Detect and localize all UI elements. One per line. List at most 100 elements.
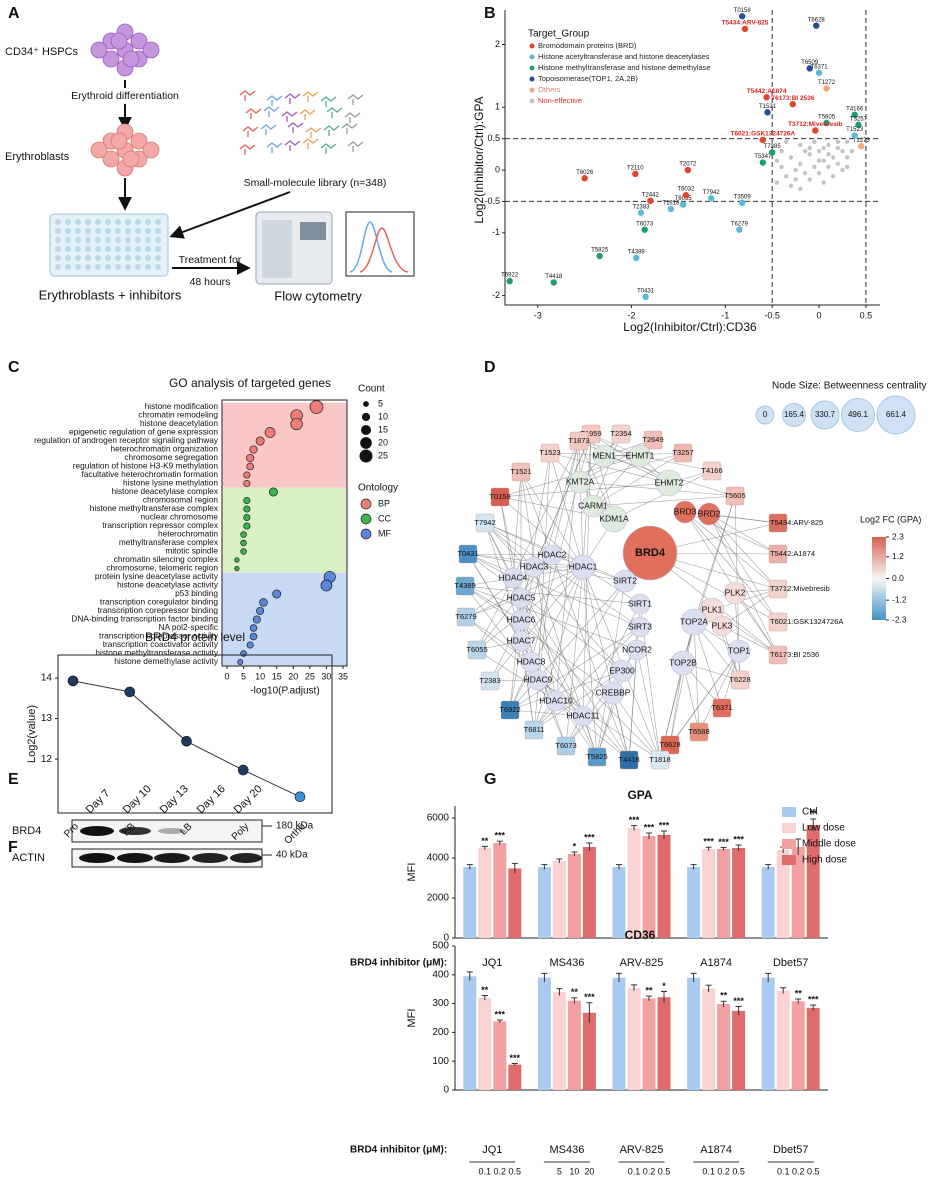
y-tick-label: 12: [41, 754, 53, 765]
node-label: T6073: [555, 741, 576, 750]
point: [647, 197, 654, 205]
cell: [130, 32, 148, 50]
well: [105, 255, 111, 261]
point: [813, 22, 820, 29]
dose-label: 0.5: [509, 1166, 522, 1176]
colorbar-label: -1.2: [892, 594, 907, 604]
edge: [693, 621, 700, 733]
point: [237, 764, 249, 776]
point: [812, 139, 817, 145]
well: [55, 228, 61, 234]
gene-node: [673, 500, 697, 524]
legend-label: Ctrl: [802, 807, 818, 818]
category-label: chromatin silencing complex: [114, 554, 219, 564]
edge: [464, 585, 638, 651]
dot: [240, 548, 247, 555]
y-tick-label: 0.5: [487, 133, 500, 143]
node-label: T6279: [455, 612, 476, 621]
x-tick-label: 15: [272, 671, 282, 681]
bar: [791, 847, 805, 938]
well: [125, 237, 131, 243]
category-label: protein lysine deacetylase activity: [95, 571, 219, 581]
band: [79, 853, 115, 863]
well: [115, 219, 121, 225]
category-label: mitotic spindle: [165, 546, 218, 556]
point: [851, 132, 858, 139]
cytometer-screen: [300, 222, 326, 240]
node-label: T5605: [724, 491, 745, 500]
dose-label: 0.5: [807, 1166, 820, 1176]
point: [806, 65, 813, 72]
marker-label: 180 kDa: [276, 821, 314, 832]
well: [155, 237, 161, 243]
dot: [243, 505, 251, 513]
axis: [504, 10, 880, 306]
size-legend-circle: [781, 402, 807, 428]
edge: [509, 670, 623, 711]
group-label: JQ1: [482, 1144, 502, 1156]
dot: [259, 598, 268, 607]
gene-node: [502, 567, 524, 589]
y-tick-label: 400: [432, 969, 449, 980]
group-label: Dbet57: [773, 957, 808, 969]
node-label: HDAC5: [507, 592, 536, 602]
node-label: BRD4: [635, 547, 666, 559]
well: [75, 219, 81, 225]
well: [85, 264, 91, 270]
molecule: [284, 93, 301, 104]
band: [230, 853, 262, 863]
point-label: T1523: [846, 127, 864, 133]
bar: [537, 977, 551, 1090]
gene-node: [568, 470, 592, 494]
edge: [734, 592, 779, 656]
edge: [476, 566, 584, 651]
edge: [533, 670, 623, 731]
edge: [467, 553, 584, 568]
drug-node: [725, 486, 745, 506]
dot: [243, 479, 251, 488]
dose-label: 0.2: [717, 1166, 730, 1176]
size-legend-label: 15: [378, 424, 388, 434]
bar: [732, 1010, 746, 1090]
bar: [627, 828, 641, 938]
bar: [642, 998, 656, 1090]
well: [75, 228, 81, 234]
node-label: MEN1: [592, 450, 616, 460]
category-label: chromosome, telomeric region: [106, 563, 218, 573]
edge: [592, 495, 736, 507]
legend-label: Middle dose: [802, 839, 856, 850]
node-label: T4389: [454, 581, 475, 590]
node-label: T0158: [489, 492, 510, 501]
drug-node: [730, 670, 750, 690]
well: [55, 264, 61, 270]
category-label: regulation of androgen receptor signalin…: [34, 435, 219, 445]
well: [145, 255, 151, 261]
cytometer-panel: [262, 220, 292, 278]
point: [667, 205, 675, 213]
significance: **: [481, 985, 489, 995]
point: [835, 161, 841, 166]
molecule: [266, 95, 283, 106]
drug-node: [455, 576, 475, 596]
category-label: histone modification: [145, 401, 219, 411]
well: [105, 219, 111, 225]
significance: ***: [703, 837, 714, 847]
edge: [509, 580, 626, 711]
dot: [240, 531, 247, 538]
drug-node: [660, 735, 680, 755]
molecule: [263, 106, 280, 117]
node-label: T1959: [580, 429, 601, 438]
cell: [110, 132, 128, 150]
drug-node: [768, 513, 788, 533]
node-label: BRD3: [674, 506, 697, 516]
point: [642, 293, 649, 301]
molecule: [245, 108, 262, 119]
drug-node: [689, 722, 709, 742]
point: [826, 142, 831, 148]
edge: [512, 440, 580, 579]
well: [125, 228, 131, 234]
category-label: facultative heterochromatin formation: [81, 469, 218, 479]
bar: [776, 850, 790, 938]
edge: [612, 692, 630, 761]
